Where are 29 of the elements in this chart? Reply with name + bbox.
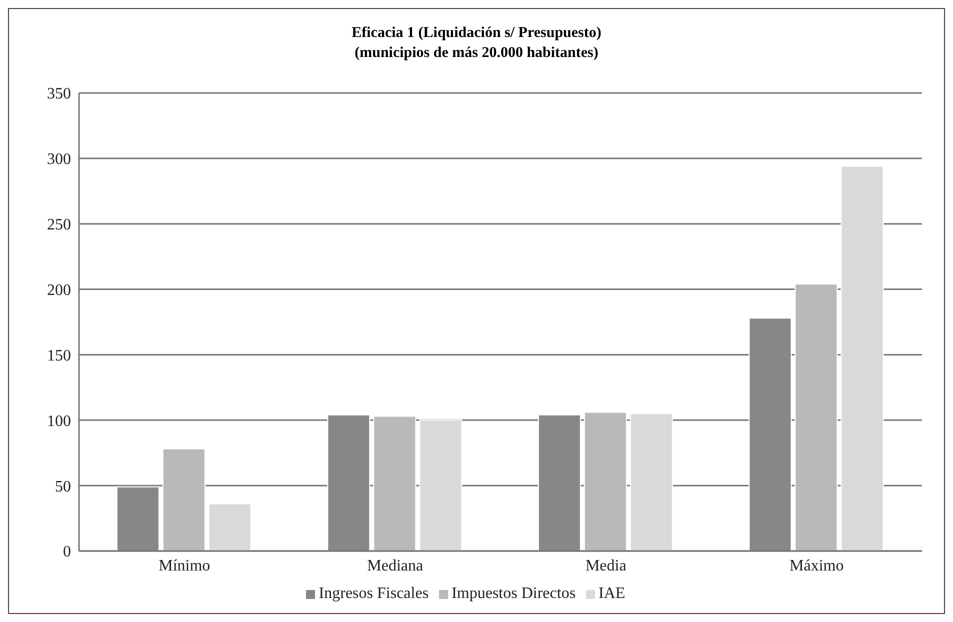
bar bbox=[327, 414, 370, 551]
legend-label: Impuestos Directos bbox=[452, 585, 576, 602]
bar bbox=[794, 284, 838, 551]
chart-title: Eficacia 1 (Liquidación s/ Presupuesto) bbox=[350, 24, 602, 43]
y-tick-label: 150 bbox=[47, 347, 71, 364]
x-tick-label: Máximo bbox=[790, 557, 844, 574]
y-tick-label: 350 bbox=[47, 86, 71, 103]
bar bbox=[419, 420, 462, 551]
legend-label: IAE bbox=[598, 585, 626, 602]
y-tick-label: 300 bbox=[47, 151, 71, 168]
bar bbox=[538, 414, 581, 551]
y-tick-label: 200 bbox=[47, 282, 71, 299]
legend-label: Ingresos Fiscales bbox=[318, 585, 429, 602]
y-tick-label: 250 bbox=[47, 216, 71, 234]
bar bbox=[373, 416, 416, 551]
y-tick-label: 50 bbox=[55, 478, 71, 496]
chart-subtitle: (municipios de más 20.000 habitantes) bbox=[354, 44, 600, 63]
x-tick-label: Mínimo bbox=[158, 557, 210, 574]
y-tick-label: 100 bbox=[47, 412, 71, 430]
y-tick-label: 0 bbox=[63, 544, 71, 561]
bar bbox=[630, 413, 673, 551]
x-tick-label: Media bbox=[585, 557, 626, 574]
bar bbox=[162, 448, 206, 551]
bar bbox=[840, 166, 884, 551]
bar bbox=[748, 318, 792, 551]
bar bbox=[116, 486, 160, 551]
bar bbox=[208, 503, 252, 551]
bar bbox=[584, 412, 627, 551]
x-tick-label: Mediana bbox=[367, 557, 424, 574]
